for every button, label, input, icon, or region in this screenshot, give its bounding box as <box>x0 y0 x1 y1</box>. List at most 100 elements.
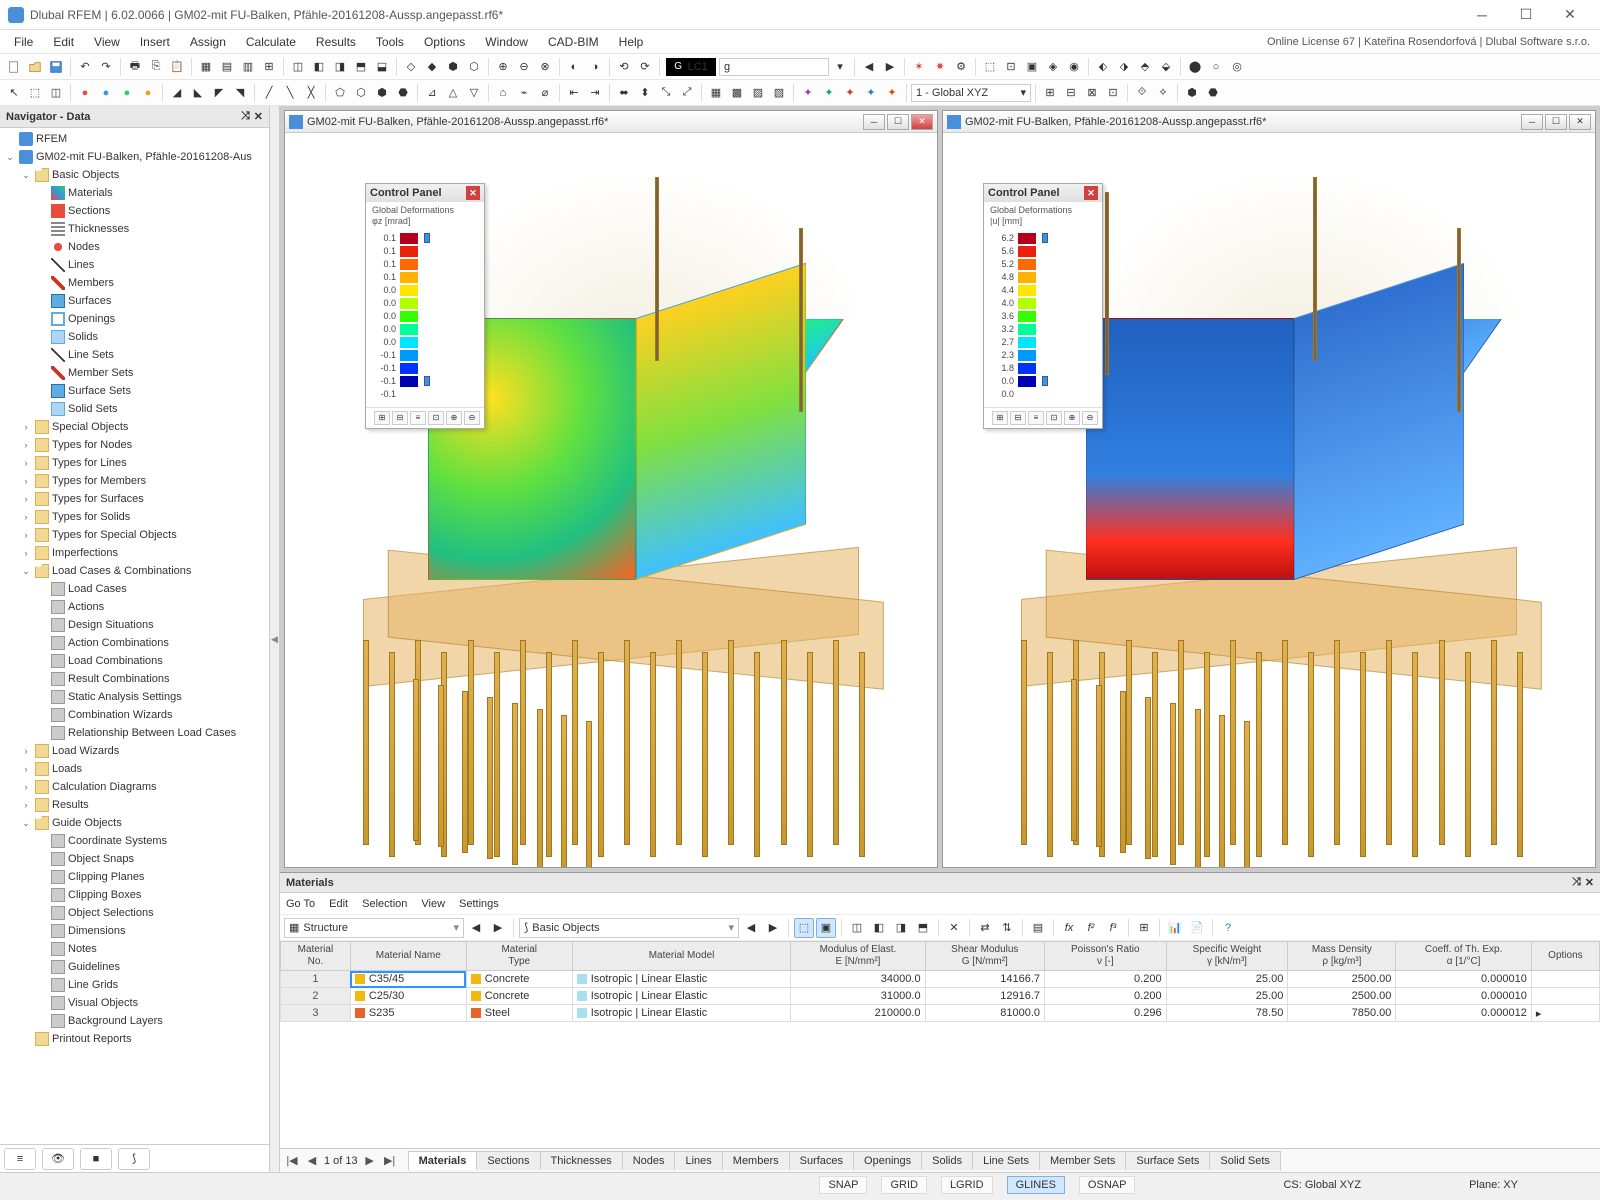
tree-node[interactable]: Dimensions <box>0 922 269 940</box>
open-button[interactable] <box>25 57 45 77</box>
tree-node[interactable]: Guidelines <box>0 958 269 976</box>
tb-btn[interactable]: ⤡ <box>656 83 676 103</box>
tree-node[interactable]: Lines <box>0 256 269 274</box>
tb-btn[interactable]: ⟲ <box>614 57 634 77</box>
navigator-tree[interactable]: RFEM⌄GM02-mit FU-Balken, Pfähle-20161208… <box>0 128 269 1144</box>
new-button[interactable] <box>4 57 24 77</box>
tb-btn[interactable]: ▩ <box>727 83 747 103</box>
tb-btn[interactable]: ⌂ <box>493 83 513 103</box>
menu-edit[interactable]: Edit <box>43 32 84 52</box>
tb-btn[interactable]: ▤ <box>217 57 237 77</box>
tb-btn[interactable]: ⌁ <box>514 83 534 103</box>
tree-node[interactable]: Design Situations <box>0 616 269 634</box>
tb-btn[interactable]: ⬣ <box>1203 83 1223 103</box>
tree-node[interactable]: ›Types for Surfaces <box>0 490 269 508</box>
table-tab[interactable]: Solid Sets <box>1209 1151 1281 1170</box>
cp-tool[interactable]: ⊖ <box>1082 411 1098 425</box>
tree-node[interactable]: Solid Sets <box>0 400 269 418</box>
tree-node[interactable]: ›Calculation Diagrams <box>0 778 269 796</box>
cp-tool[interactable]: ⊞ <box>374 411 390 425</box>
status-grid[interactable]: GRID <box>881 1176 927 1194</box>
view-close-button[interactable]: ✕ <box>1569 114 1591 130</box>
tb-btn[interactable]: ⬘ <box>1135 57 1155 77</box>
menu-calculate[interactable]: Calculate <box>236 32 306 52</box>
tb-btn[interactable]: ⬚ <box>794 918 814 938</box>
tb-btn[interactable]: ⬚ <box>980 57 1000 77</box>
tb-btn[interactable]: ⇥ <box>585 83 605 103</box>
tb-btn[interactable]: ◫ <box>46 83 66 103</box>
tree-node[interactable]: RFEM <box>0 130 269 148</box>
submenu-settings[interactable]: Settings <box>459 898 499 910</box>
redo-button[interactable]: ↷ <box>96 57 116 77</box>
cp-tool[interactable]: ⊡ <box>1046 411 1062 425</box>
nav-video-button[interactable]: ■ <box>80 1148 112 1170</box>
cp-tool[interactable]: ⊕ <box>446 411 462 425</box>
tb-btn[interactable]: ▣ <box>816 918 836 938</box>
tb-btn[interactable]: ╳ <box>301 83 321 103</box>
tb-btn[interactable]: ▦ <box>706 83 726 103</box>
tree-node[interactable]: Printout Reports <box>0 1030 269 1048</box>
tree-node[interactable]: Result Combinations <box>0 670 269 688</box>
tb-btn[interactable]: ◆ <box>422 57 442 77</box>
dropdown-icon[interactable]: ▾ <box>830 57 850 77</box>
tb-btn[interactable]: ⬓ <box>372 57 392 77</box>
tb-btn[interactable]: 📄 <box>1187 918 1207 938</box>
tb-btn[interactable]: ○ <box>1206 57 1226 77</box>
table-tab[interactable]: Line Sets <box>972 1151 1040 1170</box>
tb-btn[interactable]: ⊗ <box>535 57 555 77</box>
tree-node[interactable]: Action Combinations <box>0 634 269 652</box>
tree-node[interactable]: ›Types for Nodes <box>0 436 269 454</box>
tree-node[interactable]: ⌄Guide Objects <box>0 814 269 832</box>
tree-node[interactable]: Load Combinations <box>0 652 269 670</box>
minimize-button[interactable]: ─ <box>1460 1 1504 29</box>
tb-btn[interactable]: ◣ <box>188 83 208 103</box>
tb-btn[interactable]: ⊕ <box>493 57 513 77</box>
view-max-button[interactable]: ☐ <box>887 114 909 130</box>
tb-btn[interactable]: ▥ <box>238 57 258 77</box>
cp-tool[interactable]: ⊕ <box>1064 411 1080 425</box>
table-tab[interactable]: Thicknesses <box>540 1151 623 1170</box>
splitter-handle[interactable]: ◀ <box>270 106 280 1172</box>
tb-btn[interactable]: ⬡ <box>351 83 371 103</box>
tree-node[interactable]: Solids <box>0 328 269 346</box>
tb-btn[interactable]: ╱ <box>259 83 279 103</box>
tree-node[interactable]: Combination Wizards <box>0 706 269 724</box>
pin-icon[interactable]: ⤨ <box>1572 876 1581 889</box>
help-button[interactable]: ? <box>1218 918 1238 938</box>
tb-btn[interactable]: ⬖ <box>1093 57 1113 77</box>
loadcase-name-input[interactable] <box>719 58 829 76</box>
tb-btn[interactable]: ◧ <box>869 918 889 938</box>
tb-btn[interactable]: ⇅ <box>997 918 1017 938</box>
materials-table[interactable]: MaterialNo.Material NameMaterialTypeMate… <box>280 941 1600 1022</box>
tree-node[interactable]: Surfaces <box>0 292 269 310</box>
tb-btn[interactable]: ✦ <box>861 83 881 103</box>
tb-btn[interactable]: ⬙ <box>1156 57 1176 77</box>
tb-btn[interactable]: ⬍ <box>635 83 655 103</box>
coordsys-select[interactable]: 1 - Global XYZ▾ <box>911 84 1031 102</box>
nav-view-button[interactable]: 👁 <box>42 1148 74 1170</box>
tree-node[interactable]: ›Loads <box>0 760 269 778</box>
tree-node[interactable]: Actions <box>0 598 269 616</box>
pin-icon[interactable]: ⤨ <box>241 110 250 123</box>
cp-tool[interactable]: ≡ <box>410 411 426 425</box>
tb-btn[interactable]: f³ <box>1103 918 1123 938</box>
page-prev[interactable]: ◀ <box>304 1153 320 1169</box>
tree-node[interactable]: Surface Sets <box>0 382 269 400</box>
submenu-goto[interactable]: Go To <box>286 898 315 910</box>
page-last[interactable]: ▶| <box>382 1153 398 1169</box>
tb-btn[interactable]: ⤢ <box>677 83 697 103</box>
tb-btn[interactable]: ▶ <box>763 918 783 938</box>
tb-btn[interactable]: ⊞ <box>259 57 279 77</box>
cp-close-icon[interactable]: ✕ <box>466 186 480 200</box>
filter-objects-select[interactable]: ⟆ Basic Objects▾ <box>519 918 739 938</box>
tree-node[interactable]: ⌄GM02-mit FU-Balken, Pfähle-20161208-Aus <box>0 148 269 166</box>
tb-btn[interactable]: ⌀ <box>535 83 555 103</box>
table-tab[interactable]: Surfaces <box>789 1151 854 1170</box>
tb-btn[interactable]: ● <box>75 83 95 103</box>
tb-btn[interactable]: ⊞ <box>1134 918 1154 938</box>
table-tab[interactable]: Members <box>722 1151 790 1170</box>
tb-btn[interactable]: ⇤ <box>564 83 584 103</box>
tb-btn[interactable]: ◎ <box>1227 57 1247 77</box>
menu-options[interactable]: Options <box>414 32 475 52</box>
tree-node[interactable]: Static Analysis Settings <box>0 688 269 706</box>
